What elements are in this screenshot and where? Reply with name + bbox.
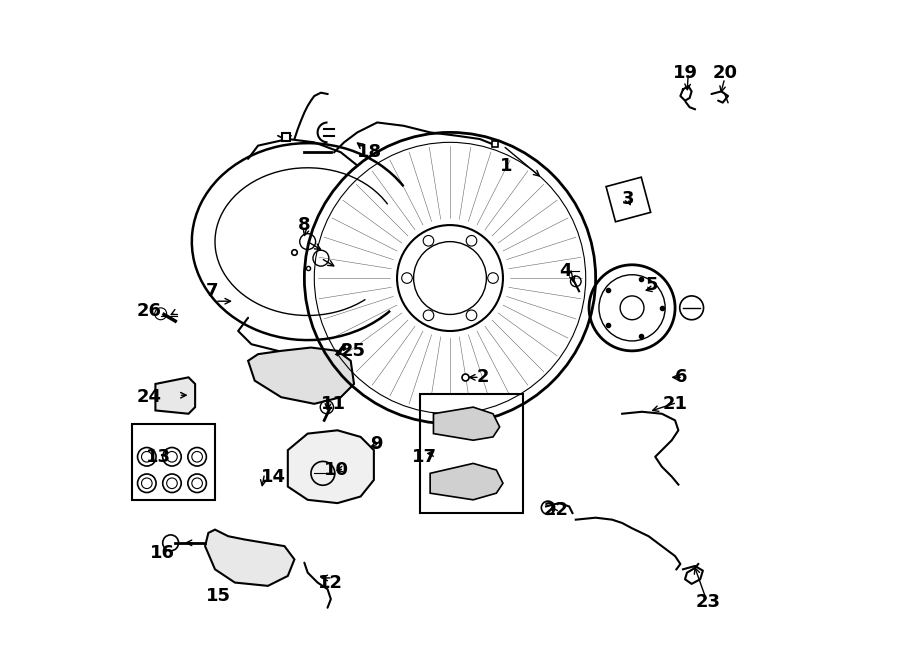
Text: 7: 7 xyxy=(206,282,219,301)
Text: 11: 11 xyxy=(321,395,346,413)
Text: 21: 21 xyxy=(662,395,688,413)
Text: 1: 1 xyxy=(500,156,513,175)
Text: 19: 19 xyxy=(672,64,698,82)
Text: 18: 18 xyxy=(357,143,382,162)
Text: 14: 14 xyxy=(261,467,286,486)
Text: 3: 3 xyxy=(622,189,634,208)
Text: 4: 4 xyxy=(560,262,572,281)
Text: 2: 2 xyxy=(476,368,489,387)
Text: 6: 6 xyxy=(675,368,688,387)
Polygon shape xyxy=(156,377,195,414)
Text: 24: 24 xyxy=(137,388,162,406)
Text: 13: 13 xyxy=(146,448,171,466)
Bar xyxy=(606,177,651,222)
Text: 16: 16 xyxy=(150,544,176,562)
Text: 9: 9 xyxy=(371,434,383,453)
Text: 26: 26 xyxy=(137,302,162,320)
Text: 8: 8 xyxy=(298,216,310,234)
Bar xyxy=(420,394,523,513)
Polygon shape xyxy=(248,348,354,404)
Polygon shape xyxy=(430,463,503,500)
Text: 5: 5 xyxy=(645,275,658,294)
Text: 22: 22 xyxy=(544,500,569,519)
Text: 20: 20 xyxy=(712,64,737,82)
Polygon shape xyxy=(205,530,294,586)
Text: 10: 10 xyxy=(324,461,349,479)
Polygon shape xyxy=(288,430,374,503)
Text: 17: 17 xyxy=(412,448,436,466)
Text: 12: 12 xyxy=(318,573,343,592)
Text: 15: 15 xyxy=(206,587,230,605)
Text: 25: 25 xyxy=(341,342,365,360)
Bar xyxy=(132,424,215,500)
Polygon shape xyxy=(434,407,500,440)
Text: 23: 23 xyxy=(696,593,721,612)
